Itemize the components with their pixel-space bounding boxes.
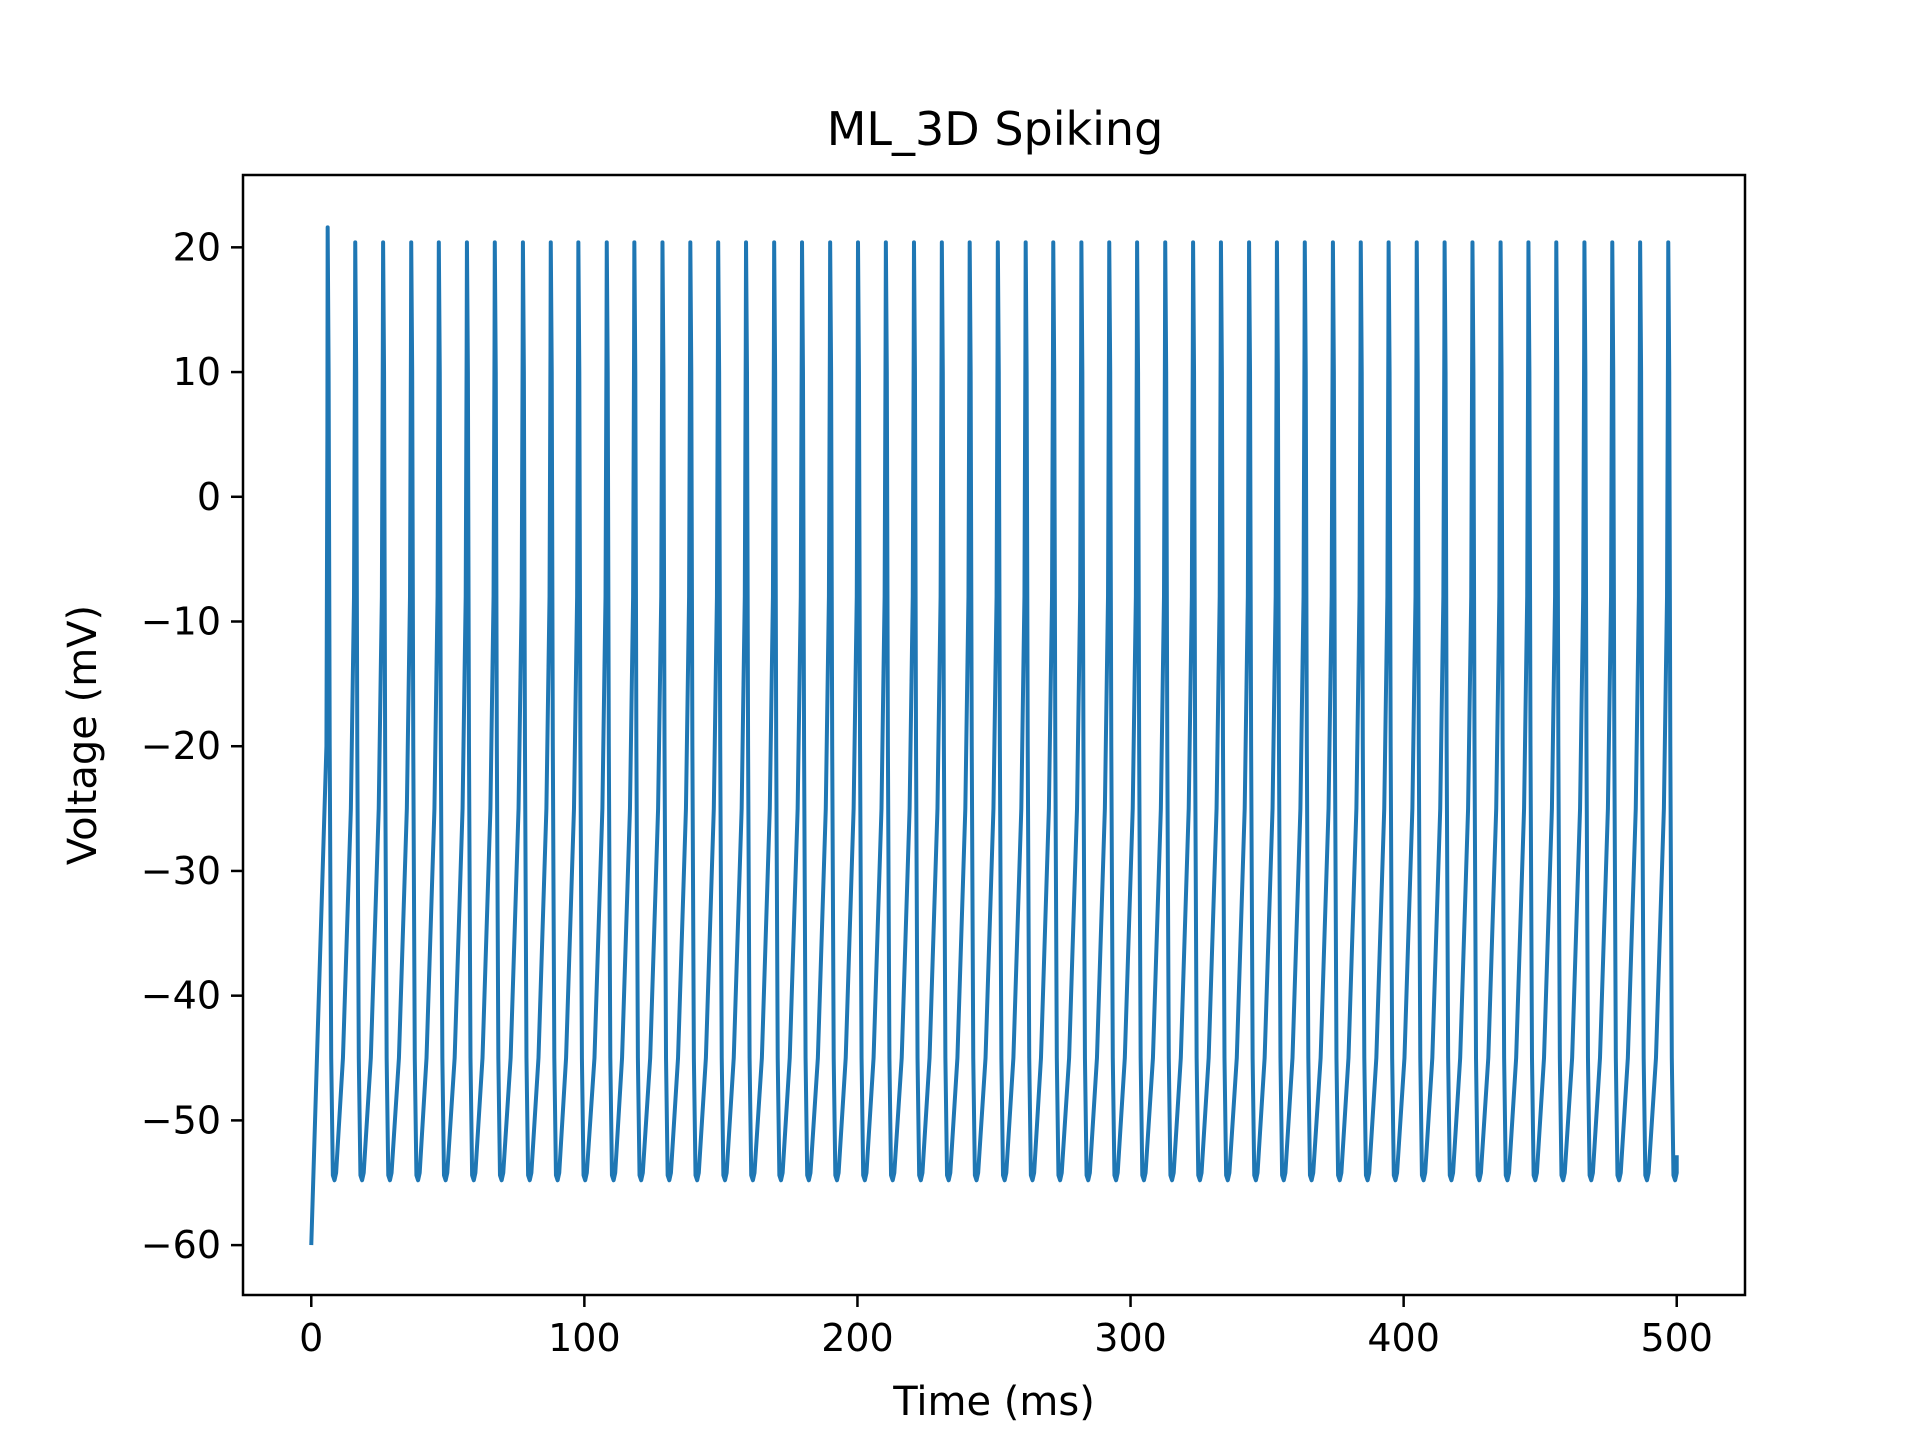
y-tick-label: −60 <box>141 1223 221 1267</box>
y-axis-label: Voltage (mV) <box>60 605 106 865</box>
x-axis-label: Time (ms) <box>892 1379 1095 1425</box>
y-tick-label: 20 <box>173 225 221 269</box>
y-tick-label: −40 <box>141 974 221 1018</box>
x-tick-label: 200 <box>821 1316 894 1360</box>
x-tick-label: 300 <box>1094 1316 1167 1360</box>
y-tick-label: −30 <box>141 849 221 893</box>
x-tick-label: 0 <box>299 1316 323 1360</box>
x-axis: 0 100 200 300 400 500 <box>299 1295 1713 1360</box>
y-tick-label: 0 <box>197 475 221 519</box>
y-tick-label: −10 <box>141 600 221 644</box>
y-axis: −60 −50 −40 −30 −20 −10 0 10 20 <box>141 225 243 1267</box>
y-tick-label: 10 <box>173 350 221 394</box>
y-tick-label: −50 <box>141 1098 221 1142</box>
plot-area <box>241 173 1747 1297</box>
y-tick-label: −20 <box>141 724 221 768</box>
voltage-trace-line <box>309 225 1679 1246</box>
x-tick-label: 100 <box>548 1316 621 1360</box>
x-tick-label: 400 <box>1367 1316 1440 1360</box>
plot-frame <box>241 173 1747 1297</box>
x-tick-label: 500 <box>1640 1316 1713 1360</box>
chart-title: ML_3D Spiking <box>827 102 1164 156</box>
